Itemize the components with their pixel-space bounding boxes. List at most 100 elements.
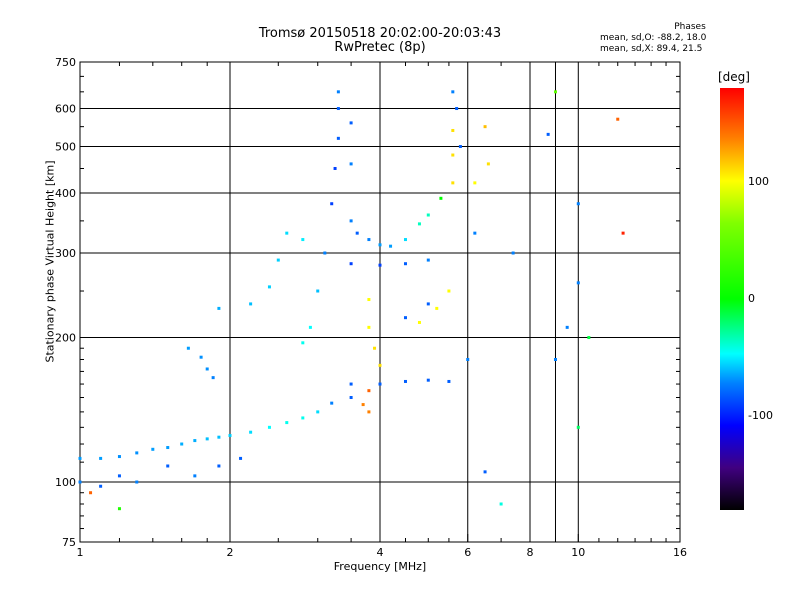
data-point — [323, 251, 327, 255]
data-point — [616, 117, 620, 121]
data-point — [473, 231, 477, 235]
data-point — [239, 456, 243, 460]
data-point — [316, 410, 320, 414]
data-point — [499, 502, 503, 506]
data-point — [378, 243, 382, 247]
data-point — [349, 382, 353, 386]
data-point — [367, 410, 371, 414]
data-point — [78, 456, 82, 460]
y-tick-label: 750 — [55, 56, 76, 69]
data-point — [99, 484, 103, 488]
data-point — [447, 289, 451, 293]
data-point — [117, 474, 121, 478]
data-point — [193, 474, 197, 478]
data-point — [447, 379, 451, 383]
data-point — [355, 231, 359, 235]
data-point — [267, 425, 271, 429]
data-point — [576, 281, 580, 285]
data-point — [117, 507, 121, 511]
x-tick-label: 10 — [571, 546, 585, 559]
data-point — [576, 202, 580, 206]
data-point — [367, 325, 371, 329]
data-point — [276, 258, 280, 262]
data-point — [417, 222, 421, 226]
data-point — [426, 302, 430, 306]
phase-stats: Phases mean, sd,O: -88.2, 18.0 mean, sd,… — [600, 22, 760, 55]
data-point — [373, 346, 377, 350]
data-point — [511, 251, 515, 255]
chart-subtitle: RwPretec (8p) — [334, 40, 426, 55]
y-tick-label: 400 — [55, 187, 76, 200]
data-point — [439, 196, 443, 200]
data-point — [316, 289, 320, 293]
data-point — [426, 378, 430, 382]
data-point — [486, 162, 490, 166]
data-point — [587, 336, 591, 340]
data-point — [349, 121, 353, 125]
phase-stats-heading: Phases — [674, 22, 706, 32]
data-point — [378, 363, 382, 367]
data-point — [451, 153, 455, 157]
data-point — [308, 325, 312, 329]
data-point — [483, 470, 487, 474]
data-point — [451, 128, 455, 132]
y-tick-label: 75 — [62, 536, 76, 549]
x-tick-label: 4 — [377, 546, 384, 559]
data-point — [205, 367, 209, 371]
data-point — [349, 162, 353, 166]
data-point — [193, 439, 197, 443]
data-point — [89, 491, 93, 495]
data-point — [78, 480, 82, 484]
x-tick-label: 16 — [673, 546, 687, 559]
data-point — [99, 456, 103, 460]
data-point — [330, 202, 334, 206]
data-point — [378, 382, 382, 386]
data-point — [546, 132, 550, 136]
data-point — [361, 403, 365, 407]
data-point — [349, 262, 353, 266]
data-point — [426, 213, 430, 217]
colorbar-tick-label: 0 — [748, 292, 755, 305]
data-point — [336, 90, 340, 94]
y-tick-label: 500 — [55, 141, 76, 154]
data-point — [217, 306, 221, 310]
data-point — [333, 166, 337, 170]
data-point — [621, 231, 625, 235]
colorbar-tick-label: 100 — [748, 174, 769, 188]
data-point — [211, 376, 215, 380]
data-point — [249, 430, 253, 434]
data-point — [285, 231, 289, 235]
data-point — [336, 136, 340, 140]
data-point — [285, 421, 289, 425]
data-point — [451, 181, 455, 185]
data-point — [166, 446, 170, 450]
phase-stats-x: mean, sd,X: 89.4, 21.5 — [600, 44, 703, 54]
data-point — [301, 238, 305, 242]
data-point — [349, 219, 353, 223]
data-point — [301, 341, 305, 345]
data-point — [330, 401, 334, 405]
data-point — [301, 416, 305, 420]
data-point — [458, 145, 462, 149]
data-point — [367, 389, 371, 393]
data-point — [378, 263, 382, 267]
y-tick-label: 300 — [55, 247, 76, 260]
data-point — [403, 238, 407, 242]
data-point — [367, 298, 371, 302]
data-point — [483, 125, 487, 129]
x-tick-label: 8 — [527, 546, 534, 559]
data-point — [117, 455, 121, 459]
x-axis-label: Frequency [MHz] — [334, 560, 426, 573]
data-point — [199, 355, 203, 359]
chart-title: Tromsø 20150518 20:02:00-20:03:43 — [258, 26, 502, 41]
data-point — [249, 302, 253, 306]
data-point — [205, 437, 209, 441]
data-point — [403, 316, 407, 320]
data-point — [389, 244, 393, 248]
x-tick-label: 2 — [227, 546, 234, 559]
data-point — [553, 90, 557, 94]
data-point — [217, 464, 221, 468]
data-point — [349, 396, 353, 400]
data-point — [435, 306, 439, 310]
